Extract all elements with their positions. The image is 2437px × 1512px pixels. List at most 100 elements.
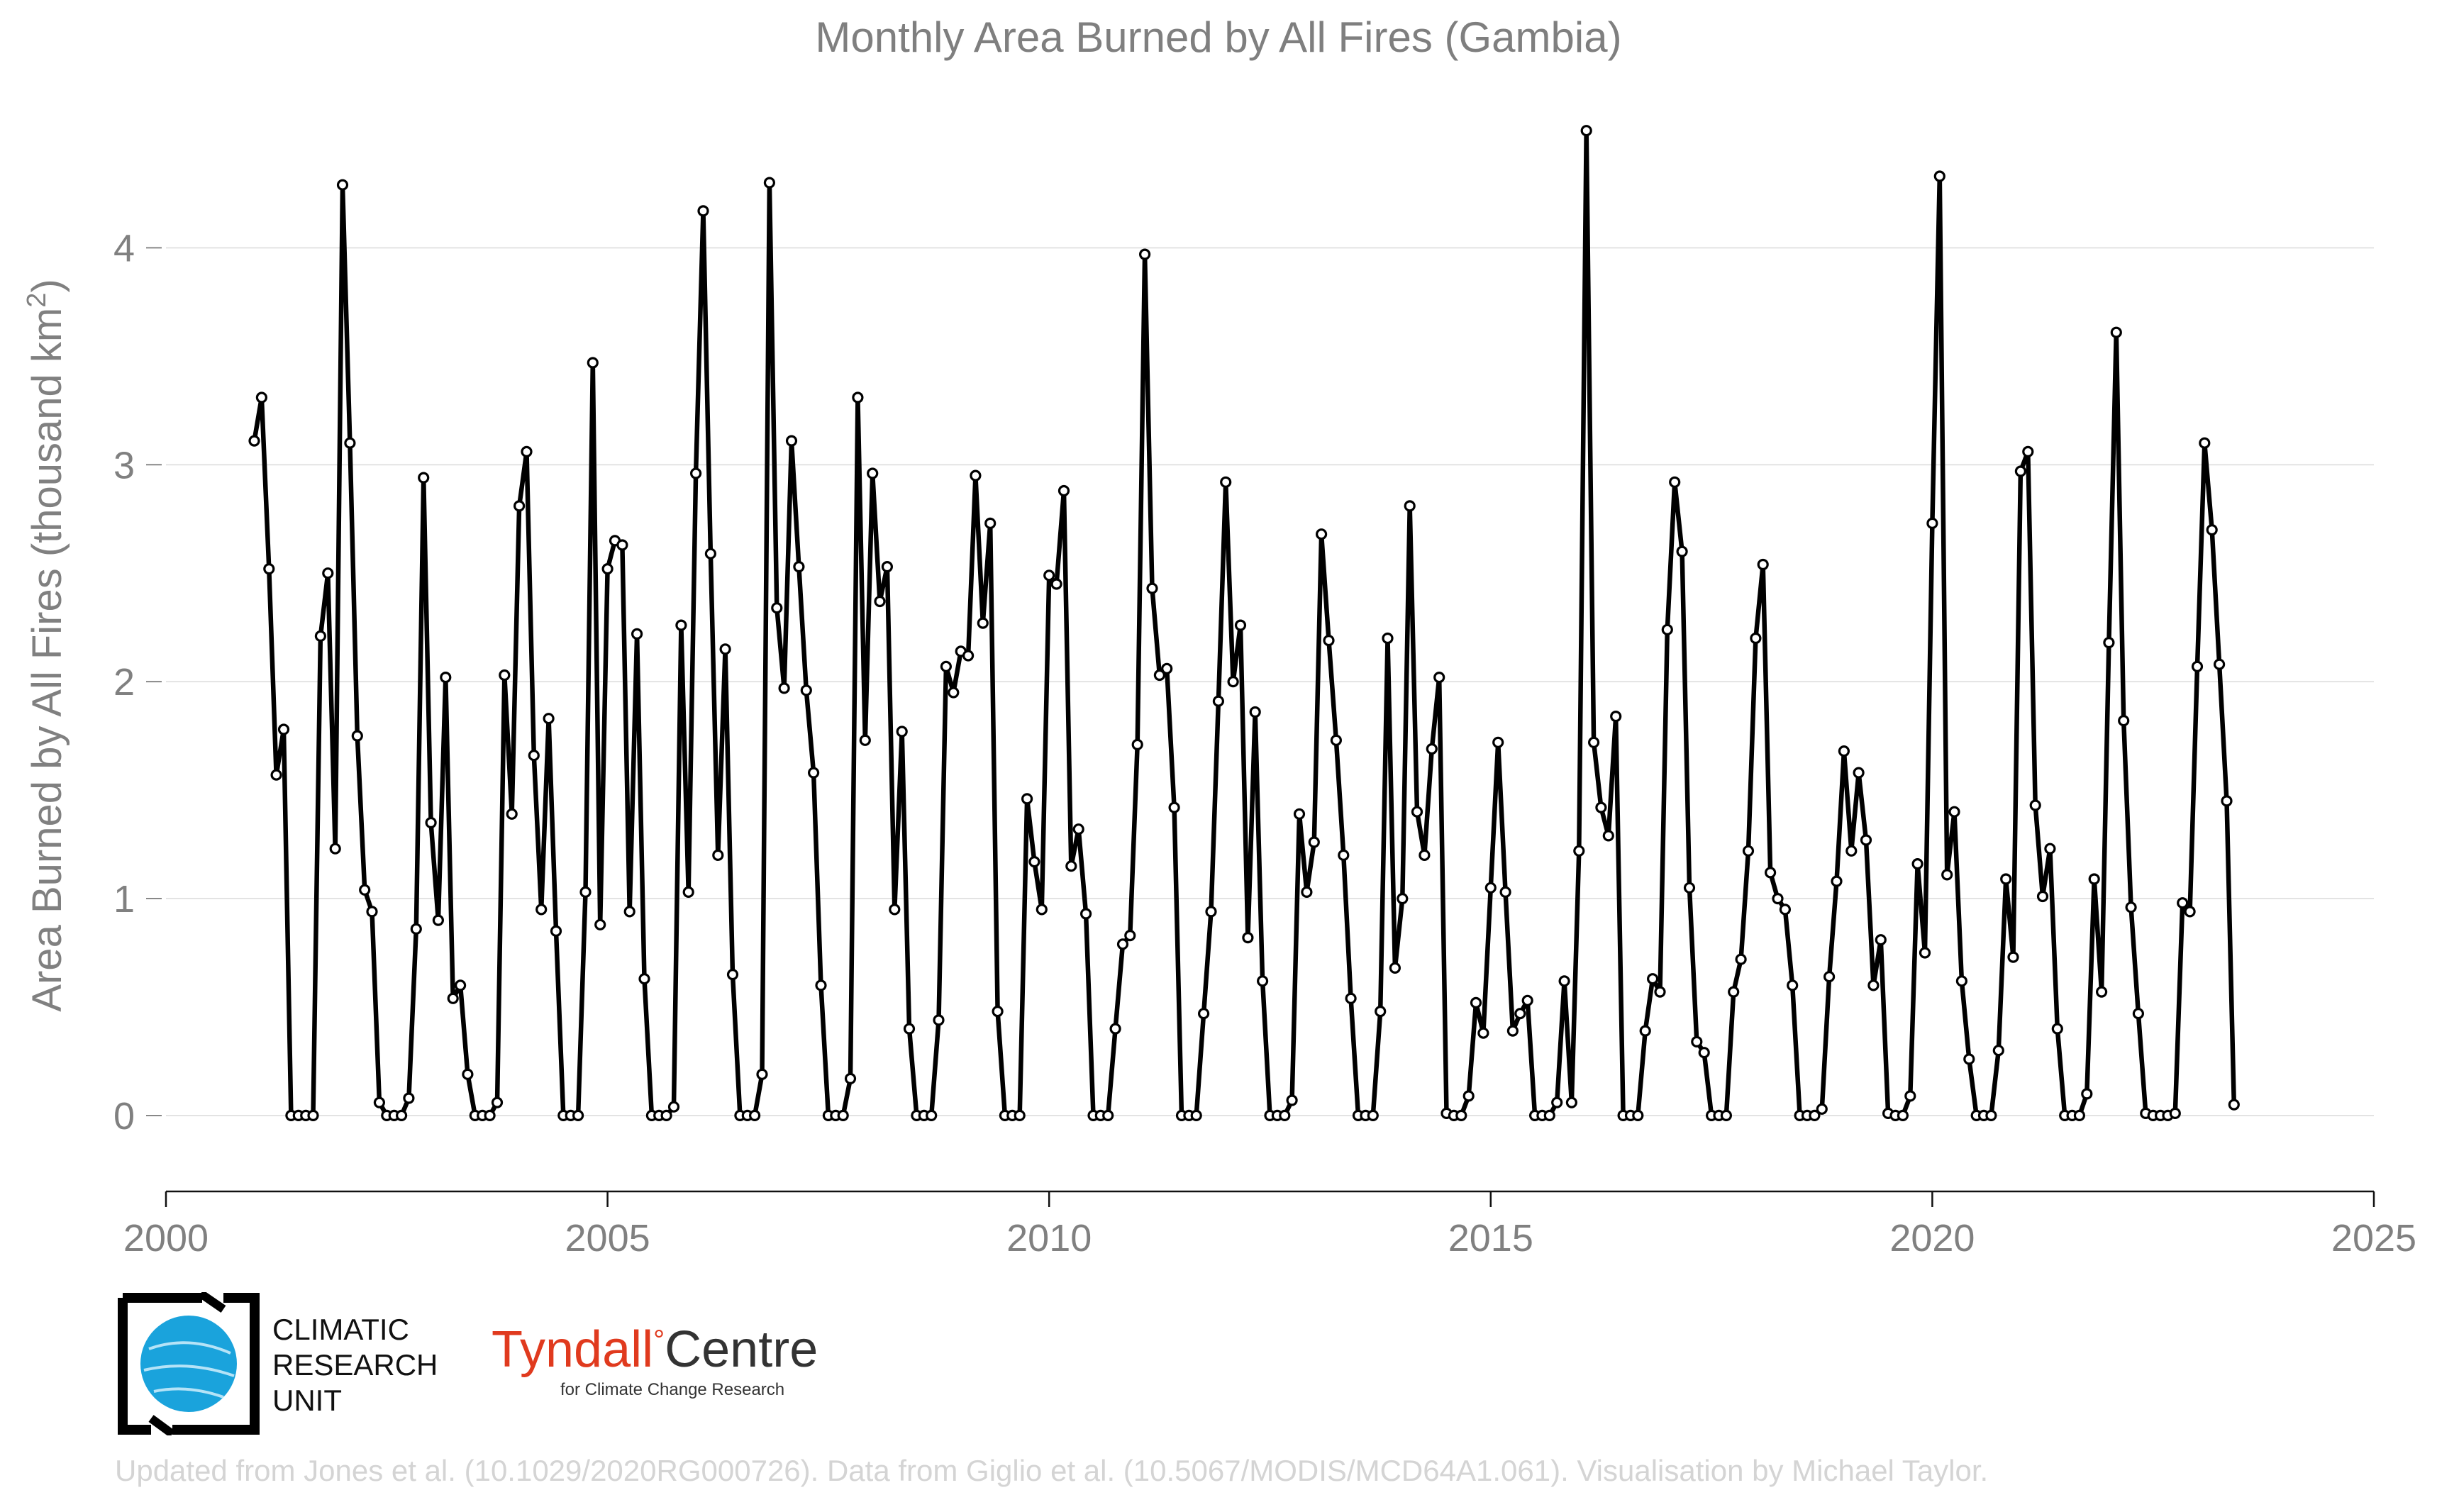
globe-icon <box>140 1316 237 1412</box>
y-tick-label: 2 <box>113 661 135 704</box>
y-tick-label: 3 <box>113 444 135 487</box>
data-point <box>2177 897 2189 909</box>
data-point <box>977 617 989 629</box>
data-point <box>1580 125 1592 137</box>
data-point <box>756 1068 768 1080</box>
y-axis-label-superscript: 2 <box>22 293 52 308</box>
data-point <box>675 619 687 631</box>
data-point <box>881 560 894 573</box>
data-point <box>1963 1053 1975 1065</box>
data-point <box>1588 736 1600 748</box>
data-point <box>1683 882 1696 894</box>
data-point <box>1720 1109 1732 1122</box>
data-point <box>1565 1096 1577 1108</box>
data-point <box>1911 857 1923 870</box>
data-point <box>1661 623 1673 635</box>
data-point <box>763 177 776 189</box>
data-point <box>1816 1103 1828 1115</box>
data-point <box>903 1023 916 1035</box>
data-point <box>712 849 724 862</box>
data-point <box>844 1072 857 1085</box>
data-point <box>1419 849 1431 862</box>
data-point <box>1021 793 1033 805</box>
data-point <box>1138 248 1151 260</box>
data-point <box>351 730 363 742</box>
data-point <box>667 1101 680 1113</box>
data-point <box>926 1109 938 1122</box>
data-point <box>1728 986 1740 998</box>
data-point <box>1109 1023 1121 1035</box>
data-point <box>697 205 709 217</box>
data-point <box>344 437 356 449</box>
tyndall-logo: Tyndall°Centre <box>492 1321 818 1379</box>
data-point <box>2103 636 2115 649</box>
tyndall-main: Tyndall <box>492 1321 654 1378</box>
data-point <box>704 547 717 560</box>
data-point <box>2110 326 2122 338</box>
data-point <box>432 914 445 926</box>
data-point <box>940 660 953 672</box>
data-point <box>1742 845 1755 857</box>
data-point <box>1897 1109 1909 1122</box>
data-point <box>2214 658 2226 670</box>
data-point <box>1860 834 1872 846</box>
data-point <box>874 595 886 608</box>
data-point <box>616 539 628 551</box>
data-point <box>403 1092 415 1104</box>
data-point <box>270 769 282 781</box>
data-point <box>867 467 879 479</box>
x-tick-label: 2010 <box>1006 1217 1092 1260</box>
data-point <box>1426 743 1438 755</box>
data-point <box>1338 849 1350 862</box>
data-point <box>852 391 864 404</box>
data-point <box>1602 830 1614 842</box>
data-point <box>1301 886 1313 899</box>
x-tick-label: 2025 <box>2331 1217 2416 1260</box>
data-point <box>425 816 437 829</box>
data-point <box>2199 437 2211 449</box>
data-point <box>1197 1008 1210 1020</box>
data-point <box>1212 695 1225 707</box>
y-axis-label-main: Area Burned by All Fires (thousand km <box>24 308 70 1012</box>
data-point <box>1477 1027 1489 1039</box>
data-point <box>2029 799 2041 811</box>
data-point <box>1757 558 1769 571</box>
data-point <box>948 686 960 699</box>
data-point <box>1823 971 1836 983</box>
data-point <box>793 560 805 573</box>
data-point <box>771 602 783 614</box>
data-point <box>1116 938 1129 950</box>
chart-title: Monthly Area Burned by All Fires (Gambia… <box>815 13 1621 61</box>
data-point <box>410 923 422 935</box>
data-point <box>484 1109 496 1122</box>
data-point <box>1043 569 1055 582</box>
data-point <box>572 1109 584 1122</box>
data-point <box>1205 906 1217 918</box>
data-point <box>1698 1047 1710 1059</box>
y-axis-label-close: ) <box>24 279 70 292</box>
data-point <box>1772 892 1784 905</box>
data-point <box>1323 634 1335 647</box>
data-point <box>992 1005 1004 1018</box>
tyndall-rest: Centre <box>665 1321 818 1378</box>
data-point <box>719 643 731 655</box>
data-point <box>1072 823 1084 835</box>
data-point <box>1492 736 1504 748</box>
data-point <box>587 357 599 369</box>
data-point <box>2000 873 2012 885</box>
data-point <box>1750 632 1762 645</box>
cru-line-2: RESEARCH <box>272 1348 438 1382</box>
data-point <box>1455 1109 1467 1122</box>
data-point <box>535 904 548 916</box>
y-axis-label: Area Burned by All Fires (thousand km2) <box>22 279 70 1011</box>
data-point <box>807 767 820 779</box>
data-point <box>2007 951 2019 963</box>
data-point <box>373 1096 386 1108</box>
data-point <box>2184 906 2196 918</box>
data-point <box>896 726 908 738</box>
data-point <box>594 918 606 930</box>
data-point <box>1315 528 1328 540</box>
data-point <box>1102 1109 1114 1122</box>
data-point <box>800 684 812 696</box>
